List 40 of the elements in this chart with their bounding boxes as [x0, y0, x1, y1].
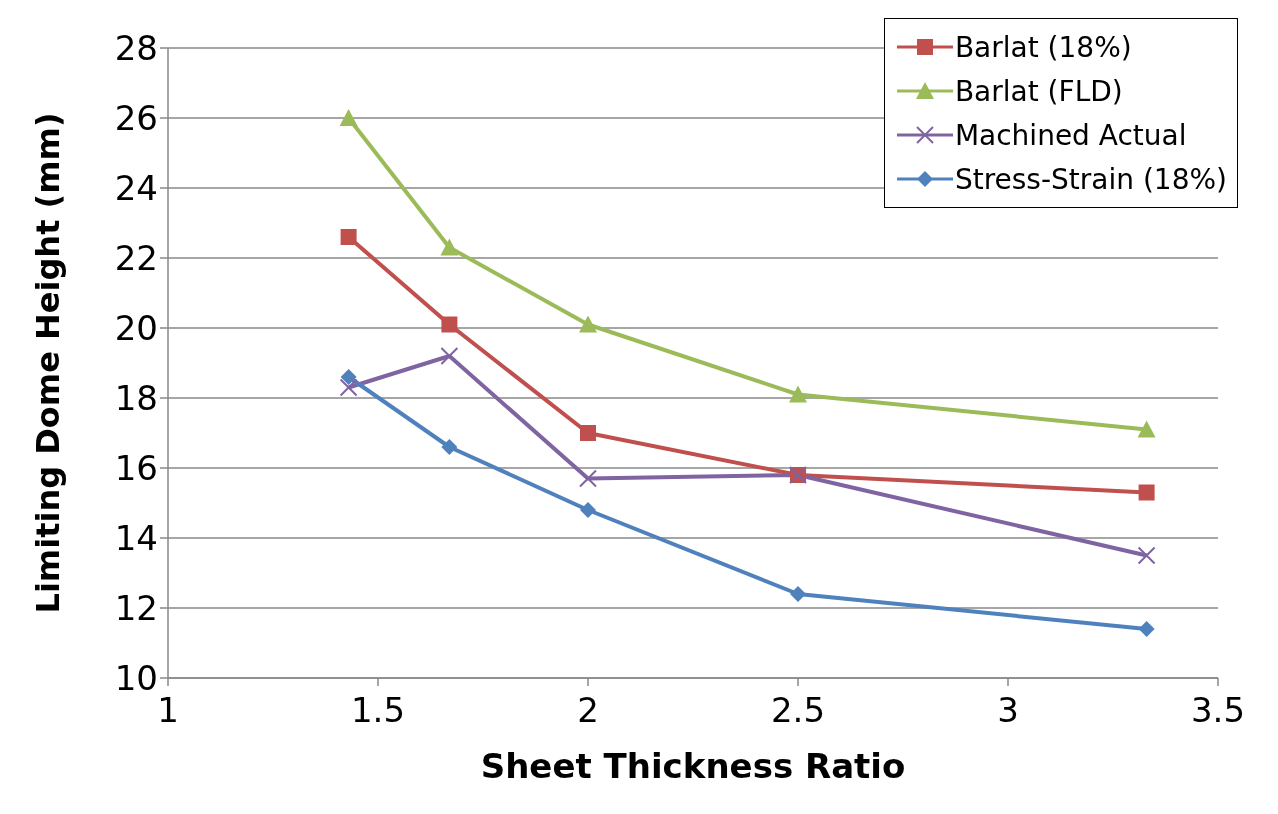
y-tick-label: 14 — [114, 518, 158, 559]
y-tick-label: 22 — [114, 238, 158, 279]
x-tick-label: 3.5 — [1190, 690, 1246, 731]
x-tick-label: 3 — [997, 690, 1019, 731]
legend-label: Stress-Strain (18%) — [954, 162, 1227, 196]
point — [1138, 621, 1155, 637]
point — [580, 425, 596, 441]
point — [339, 109, 358, 126]
legend-label: Barlat (18%) — [954, 30, 1132, 64]
x-tick-label: 1 — [157, 690, 179, 731]
point — [1137, 546, 1156, 565]
x-tick-label: 2.5 — [770, 690, 826, 731]
y-tick-label: 24 — [114, 168, 158, 209]
y-tick-label: 10 — [114, 658, 158, 699]
point — [1138, 484, 1155, 501]
point — [580, 502, 596, 518]
point — [440, 238, 459, 256]
legend-label: Barlat (FLD) — [954, 74, 1123, 108]
point — [339, 378, 358, 397]
x-tick-label: 1.5 — [350, 690, 406, 731]
y-tick-label: 26 — [114, 98, 158, 139]
point — [440, 347, 459, 365]
x-axis-title: Sheet Thickness Ratio — [480, 746, 906, 786]
point — [340, 369, 357, 385]
y-tick-label: 28 — [114, 28, 158, 69]
point — [340, 229, 357, 245]
y-tick-label: 18 — [114, 378, 158, 419]
point — [579, 315, 597, 333]
x-tick-label: 2 — [577, 690, 599, 731]
point — [579, 469, 597, 488]
y-tick-label: 16 — [114, 448, 158, 489]
point — [441, 439, 458, 455]
point — [441, 316, 458, 333]
y-tick-label: 12 — [114, 588, 158, 629]
point — [790, 586, 806, 602]
y-axis-title: Limiting Dome Height (mm) — [29, 112, 68, 614]
point — [789, 385, 807, 403]
y-tick-label: 20 — [114, 308, 158, 349]
point — [1137, 420, 1156, 438]
legend-label: Machined Actual — [954, 118, 1187, 152]
